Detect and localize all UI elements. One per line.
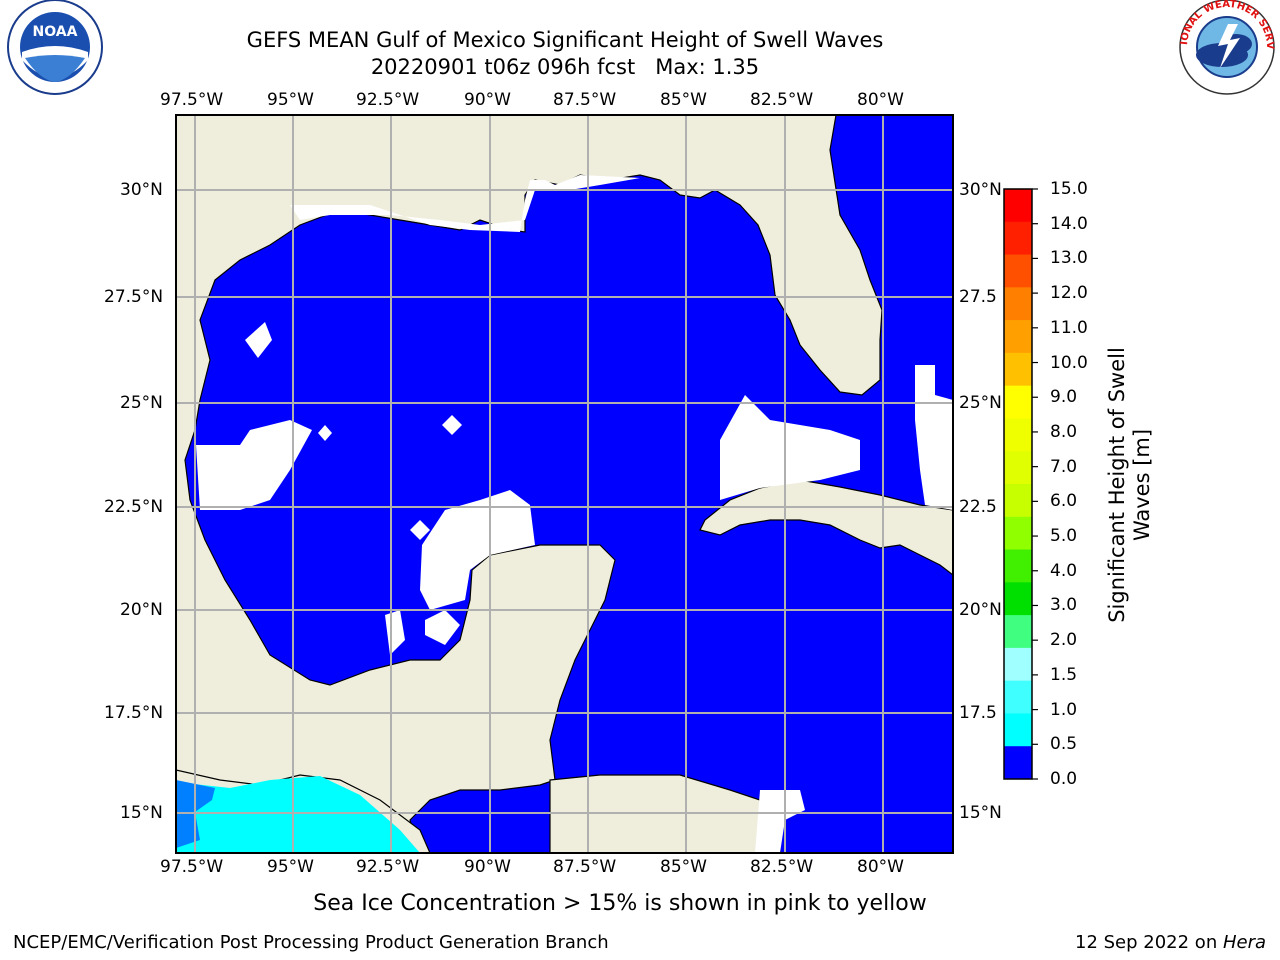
lon-tick-top: 92.5°W — [356, 90, 420, 110]
lon-tick-bottom: 80°W — [857, 857, 904, 877]
colorbar-tick-label: 8.0 — [1050, 421, 1078, 442]
colorbar-tick-label: 10.0 — [1050, 352, 1088, 373]
sea-ice-caption: Sea Ice Concentration > 15% is shown in … — [0, 891, 1280, 916]
colorbar-tick-label: 14.0 — [1050, 213, 1088, 234]
lon-tick-top: 95°W — [267, 90, 314, 110]
colorbar-label-line1: Significant Height of Swell — [1105, 347, 1129, 623]
lon-tick-bottom: 97.5°W — [160, 857, 224, 877]
lat-tick-right: 27.5 — [959, 287, 997, 307]
colorbar-segment — [1004, 320, 1032, 354]
land-cuba — [699, 479, 953, 576]
lat-tick-left: 15°N — [120, 803, 163, 823]
lon-tick-bottom: 90°W — [464, 857, 511, 877]
footer-date-text: 12 Sep 2022 on — [1075, 932, 1223, 953]
lat-tick-right: 22.5 — [959, 497, 997, 517]
lon-tick-bottom: 87.5°W — [553, 857, 617, 877]
map-gridlines — [176, 115, 953, 853]
lon-tick-top: 87.5°W — [553, 90, 617, 110]
lat-tick-right: 20°N — [959, 600, 1002, 620]
lon-tick-top: 90°W — [464, 90, 511, 110]
lat-tick-left: 17.5°N — [104, 703, 164, 723]
lat-tick-left: 30°N — [120, 180, 163, 200]
colorbar-segment — [1004, 484, 1032, 518]
lon-tick-bottom: 95°W — [267, 857, 314, 877]
lon-tick-top: 82.5°W — [750, 90, 814, 110]
colorbar-tick-label: 11.0 — [1050, 317, 1088, 338]
colorbar-segment — [1004, 516, 1032, 551]
colorbar-tick-label: 1.5 — [1050, 664, 1078, 685]
lon-tick-top: 80°W — [857, 90, 904, 110]
lat-tick-right: 17.5 — [959, 703, 997, 723]
colorbar-segment — [1004, 189, 1032, 223]
colorbar-label-line2: Waves [m] — [1130, 428, 1154, 542]
colorbar-segment — [1004, 385, 1032, 419]
footer-branch: NCEP/EMC/Verification Post Processing Pr… — [13, 932, 609, 953]
colorbar-tick-label: 0.5 — [1050, 734, 1078, 755]
sea-ice-caption-text: Sea Ice Concentration > 15% is shown in … — [313, 891, 927, 916]
colorbar-segment — [1004, 582, 1032, 616]
plot-subtitle: 20220901 t06z 096h fcst Max: 1.35 — [370, 55, 760, 79]
lat-tick-right: 30°N — [959, 180, 1002, 200]
footer-host: Hera — [1222, 932, 1266, 953]
lat-tick-left: 20°N — [120, 600, 163, 620]
lon-tick-top: 97.5°W — [160, 90, 224, 110]
lon-tick-bottom: 82.5°W — [750, 857, 814, 877]
lon-tick-bottom: 92.5°W — [356, 857, 420, 877]
colorbar-segment — [1004, 418, 1032, 452]
colorbar-segment — [1004, 352, 1032, 387]
colorbar-tick-label: 2.0 — [1050, 630, 1078, 651]
colorbar-segment — [1004, 549, 1032, 583]
colorbar-segment — [1004, 451, 1032, 485]
lat-tick-left: 25°N — [120, 393, 163, 413]
noaa-logo: NOAA — [7, 0, 103, 95]
lat-tick-right: 15°N — [959, 803, 1002, 823]
colorbar-tick-label: 9.0 — [1050, 387, 1078, 408]
colorbar-tick-label: 3.0 — [1050, 595, 1078, 616]
colorbar-tick-label: 5.0 — [1050, 526, 1078, 547]
colorbar-tick-label: 0.0 — [1050, 769, 1078, 789]
colorbar-segment — [1004, 615, 1032, 649]
colorbar-frame — [1003, 188, 1033, 780]
colorbar-tick-label: 4.0 — [1050, 560, 1078, 581]
lon-tick-bottom: 85°W — [660, 857, 707, 877]
colorbar-segment — [1004, 647, 1032, 682]
footer-date: 12 Sep 2022 on Hera — [1075, 932, 1266, 954]
nws-logo: NATIONAL WEATHER SERVICE — [0, 0, 1275, 95]
map-area — [176, 115, 953, 853]
colorbar-segment — [1004, 746, 1032, 780]
lat-tick-left: 22.5°N — [104, 497, 164, 517]
colorbar-segment — [1004, 713, 1032, 747]
lat-tick-left: 27.5°N — [104, 287, 164, 307]
nws-ring-text: NATIONAL WEATHER SERVICE — [0, 0, 1275, 50]
colorbar-segment — [1004, 287, 1032, 321]
swell-high-region — [176, 776, 420, 853]
colorbar-tick-label: 13.0 — [1050, 248, 1088, 269]
colorbar-tick-label: 7.0 — [1050, 456, 1078, 477]
land-us — [176, 115, 883, 853]
colorbar-tick-label: 6.0 — [1050, 491, 1078, 512]
colorbar-tick-label: 15.0 — [1050, 179, 1088, 199]
colorbar-segment — [1004, 221, 1032, 256]
swell-mid-region — [176, 780, 215, 848]
lon-tick-top: 85°W — [660, 90, 707, 110]
colorbar-segment — [1004, 254, 1032, 288]
lat-tick-right: 25°N — [959, 393, 1002, 413]
plot-title: GEFS MEAN Gulf of Mexico Significant Hei… — [246, 28, 884, 52]
colorbar-tick-label: 1.0 — [1050, 699, 1078, 720]
noaa-logo-text: NOAA — [33, 24, 78, 40]
colorbar — [1003, 188, 1038, 780]
colorbar-tick-label: 12.0 — [1050, 283, 1088, 304]
map-frame — [175, 114, 954, 854]
colorbar-segment — [1004, 680, 1032, 714]
